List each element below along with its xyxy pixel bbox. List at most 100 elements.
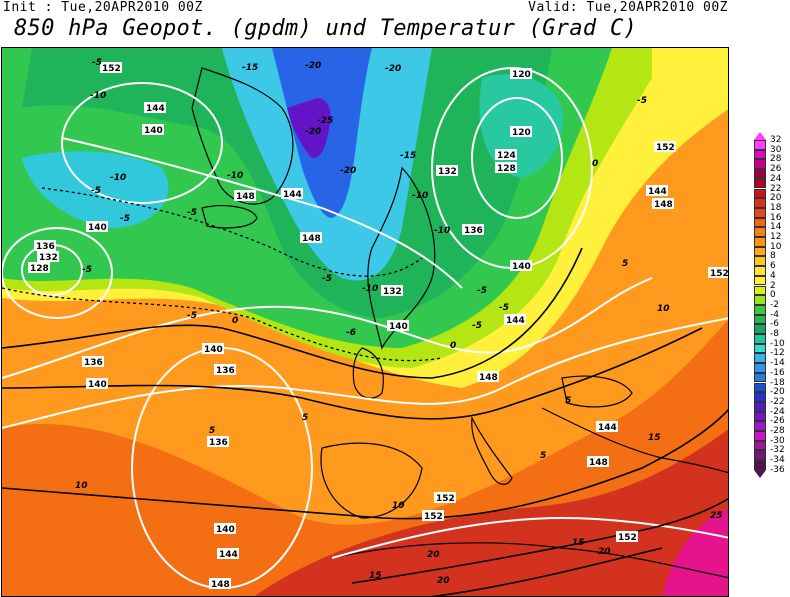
colorbar-cell [754,169,766,179]
label-136e: 136 [207,436,229,448]
label-136d: 136 [214,364,236,376]
north-africa-coast [331,542,728,579]
colorbar-label: -36 [770,464,785,475]
colorbar-label: -10 [770,338,785,349]
svg-text:152: 152 [436,494,455,504]
svg-text:148: 148 [211,580,230,590]
svg-text:144: 144 [219,550,238,560]
colorbar-cell [754,460,766,470]
colorbar-cell [754,334,766,344]
colorbar-label: 0 [770,290,776,301]
colorbar-label: -22 [770,396,785,407]
isotherm-0 [2,247,583,379]
svg-text:128: 128 [497,164,516,174]
label-140b: 140 [86,221,108,233]
temperature-labels: -5 -10 -15 -20 -25 -20 -20 -10 -5 -5 -5 … [75,58,723,586]
colorbar-label: 30 [770,144,782,155]
iberia-coast [320,442,423,519]
t-zero-a: 0 [232,316,238,326]
isotherm-15 [351,498,728,584]
t-minus5-d: -5 [187,208,197,218]
colorbar-label: -2 [770,299,779,310]
contour-148 [2,317,728,429]
colorbar-cell [754,285,766,296]
colorbar-cell [754,227,766,237]
label-140: 140 [142,124,164,136]
colorbar-cell [754,401,766,412]
label-152d: 152 [434,492,456,504]
t-minus10-a: -10 [90,91,106,101]
uk-coast [352,347,384,399]
colorbar-label: -24 [770,406,785,417]
svg-text:120: 120 [512,70,531,80]
colorbar-cell [754,266,766,276]
label-144d: 144 [646,185,668,197]
label-128: 128 [28,262,50,274]
warm-isotherms [2,247,728,596]
colorbar-label: 8 [770,251,776,262]
colorbar-cell [754,392,766,402]
geopotential-contours [2,67,728,589]
colorbar-cell [754,256,766,267]
t-minus15-a: -15 [242,63,258,73]
label-152: 152 [100,62,122,74]
colorbar-bottom-arrow [754,469,766,478]
colorbar-label: -12 [770,348,785,359]
colorbar-cell [754,178,766,189]
label-120: 120 [510,126,532,138]
svg-text:136: 136 [84,358,103,368]
svg-text:148: 148 [302,234,321,244]
colorbar-label: 18 [770,202,782,213]
colorbar-label: 4 [770,270,776,281]
colorbar-cell [754,450,766,461]
colorbar-cell [754,275,766,286]
colorbar-label: 6 [770,261,776,272]
isotherm-minus10 [41,187,423,277]
t-minus5-g: -5 [322,274,332,284]
colorbar-label: -16 [770,367,785,378]
t-minus10-c: -10 [110,173,126,183]
colorbar-cell [754,237,766,247]
colorbar-label: 24 [770,173,782,184]
colorbar-label: 20 [770,193,782,204]
label-144b: 144 [281,188,303,200]
colorbar-cell [754,159,766,170]
t-15-c: 15 [369,571,382,581]
svg-text:144: 144 [648,187,667,197]
map-title: 850 hPa Geopot. (gpdm) und Temperatur (G… [14,16,638,41]
svg-text:124: 124 [497,151,516,161]
svg-text:132: 132 [438,167,457,177]
svg-text:136: 136 [36,242,55,252]
colorbar-label: 22 [770,183,782,194]
label-148d: 148 [209,578,231,590]
label-132: 132 [37,251,59,263]
colorbar-cell [754,440,766,451]
greenland-coast [191,67,294,205]
label-120b: 120 [510,68,532,80]
svg-text:152: 152 [710,269,729,279]
colorbar-label: -30 [770,435,785,446]
colorbar-cell [754,217,766,228]
t-minus5-j: -5 [499,303,509,313]
t-zero-b: 0 [450,341,456,351]
colorbar-cell [754,188,766,199]
colorbar-label: -8 [770,329,779,339]
t-15-b: 15 [572,538,585,548]
colorbar-cell [754,304,766,315]
svg-text:136: 136 [464,226,483,236]
italy-coast [471,415,513,485]
label-148c: 148 [652,198,674,210]
t-minus20-d: -20 [385,64,401,74]
cold-west [22,151,169,228]
svg-text:140: 140 [204,345,223,355]
colorbar-label: -18 [770,377,785,388]
label-144c: 144 [504,314,526,326]
t-10-c: 10 [392,501,405,511]
t-minus5-i: -5 [472,321,482,331]
colorbar-label: -26 [770,416,785,427]
colorbar-label: 16 [770,212,782,223]
colorbar-cell [754,411,766,422]
t-minus15: -15 [400,151,416,161]
svg-text:152: 152 [102,64,121,74]
t-minus5-h: -5 [477,286,487,296]
